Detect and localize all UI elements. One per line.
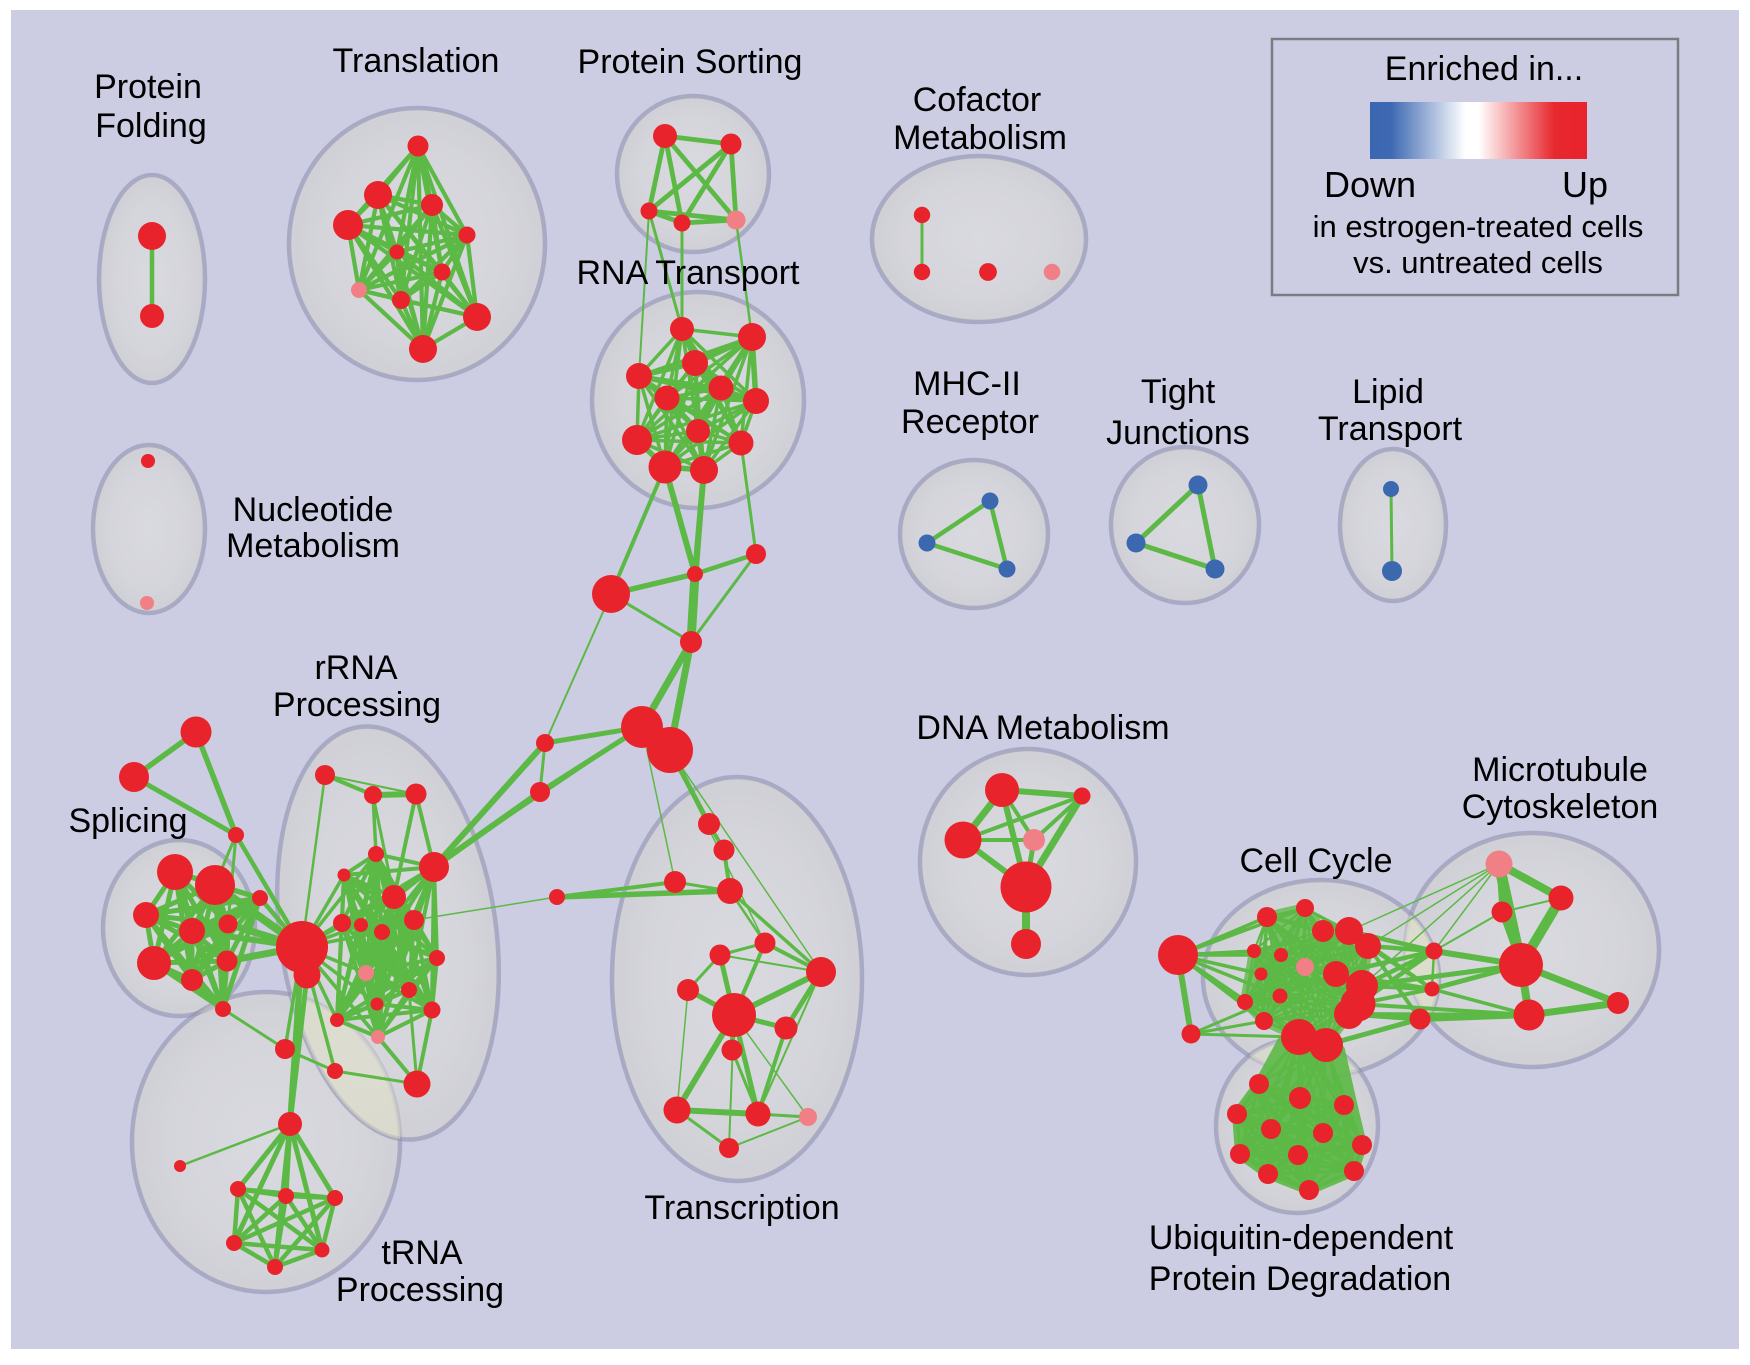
svg-text:Cofactor: Cofactor [913,81,1042,119]
svg-text:Transport: Transport [1318,410,1463,448]
svg-text:Receptor: Receptor [901,403,1039,441]
svg-text:Tight: Tight [1141,373,1216,411]
svg-text:Nucleotide: Nucleotide [233,491,394,529]
svg-text:Protein: Protein [94,68,202,106]
svg-text:Lipid: Lipid [1352,373,1424,411]
svg-text:Metabolism: Metabolism [226,527,400,565]
svg-text:Cytoskeleton: Cytoskeleton [1462,788,1659,826]
svg-text:Protein Sorting: Protein Sorting [578,43,803,81]
svg-text:rRNA: rRNA [314,649,397,687]
svg-text:Enriched in...: Enriched in... [1385,50,1583,88]
svg-text:tRNA: tRNA [381,1234,463,1272]
svg-text:Microtubule: Microtubule [1472,751,1648,789]
svg-text:Splicing: Splicing [68,802,187,840]
svg-text:Up: Up [1562,164,1608,205]
svg-text:Metabolism: Metabolism [893,119,1067,157]
svg-text:Junctions: Junctions [1106,414,1250,452]
svg-text:Folding: Folding [95,107,207,145]
svg-text:Down: Down [1324,164,1416,205]
svg-text:vs. untreated cells: vs. untreated cells [1353,245,1603,280]
svg-text:Ubiquitin-dependent: Ubiquitin-dependent [1149,1219,1454,1257]
svg-text:Transcription: Transcription [644,1189,839,1227]
svg-text:RNA Transport: RNA Transport [577,254,801,292]
svg-text:Cell Cycle: Cell Cycle [1239,842,1392,880]
svg-text:in estrogen-treated cells: in estrogen-treated cells [1313,209,1644,244]
svg-text:Processing: Processing [336,1271,504,1309]
svg-text:Translation: Translation [333,42,500,80]
svg-text:MHC-II: MHC-II [913,365,1021,403]
svg-text:Protein Degradation: Protein Degradation [1149,1260,1451,1298]
svg-text:DNA Metabolism: DNA Metabolism [916,709,1169,747]
svg-text:Processing: Processing [273,686,441,724]
